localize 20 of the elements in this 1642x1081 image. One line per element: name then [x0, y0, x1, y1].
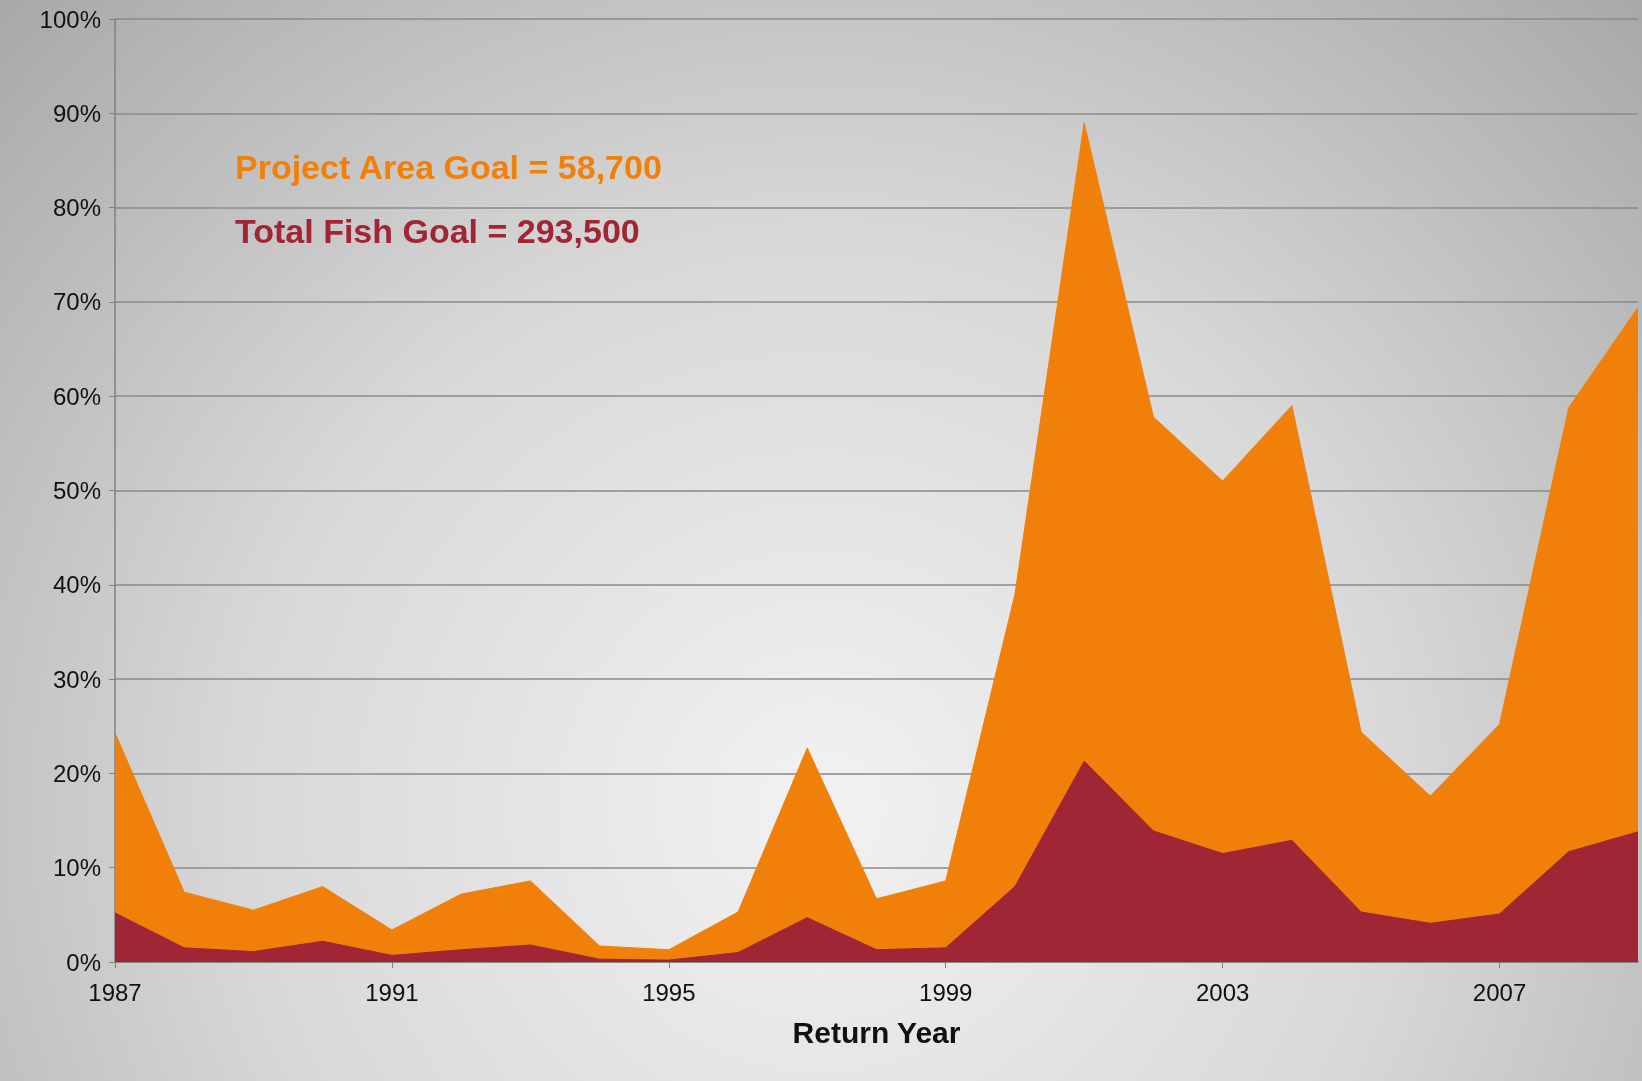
y-tick-label: 10% — [52, 854, 101, 882]
x-tick-label: 1987 — [88, 978, 142, 1006]
y-tick-label: 100% — [39, 5, 101, 33]
y-tick-label: 40% — [52, 571, 101, 599]
y-tick-label: 80% — [52, 194, 101, 222]
x-tick-label: 1999 — [919, 978, 973, 1006]
y-tick-label: 60% — [52, 382, 101, 410]
text: Project Area Goal = 58,700 — [235, 148, 662, 186]
y-tick-label: 0% — [66, 948, 101, 976]
x-axis-title: Return Year — [792, 1015, 961, 1049]
x-tick-label: 1995 — [642, 978, 696, 1006]
x-tick-label: 2003 — [1195, 978, 1250, 1006]
text: Total Fish Goal = 293,500 — [235, 212, 640, 250]
y-tick-label: 30% — [52, 665, 101, 693]
y-tick-label: 20% — [52, 759, 101, 787]
y-tick-label: 70% — [52, 288, 101, 316]
y-tick-label: 50% — [52, 477, 101, 504]
x-tick-label: 2007 — [1472, 978, 1527, 1006]
y-tick-label: 90% — [52, 99, 101, 127]
x-tick-label: 1991 — [365, 978, 419, 1006]
